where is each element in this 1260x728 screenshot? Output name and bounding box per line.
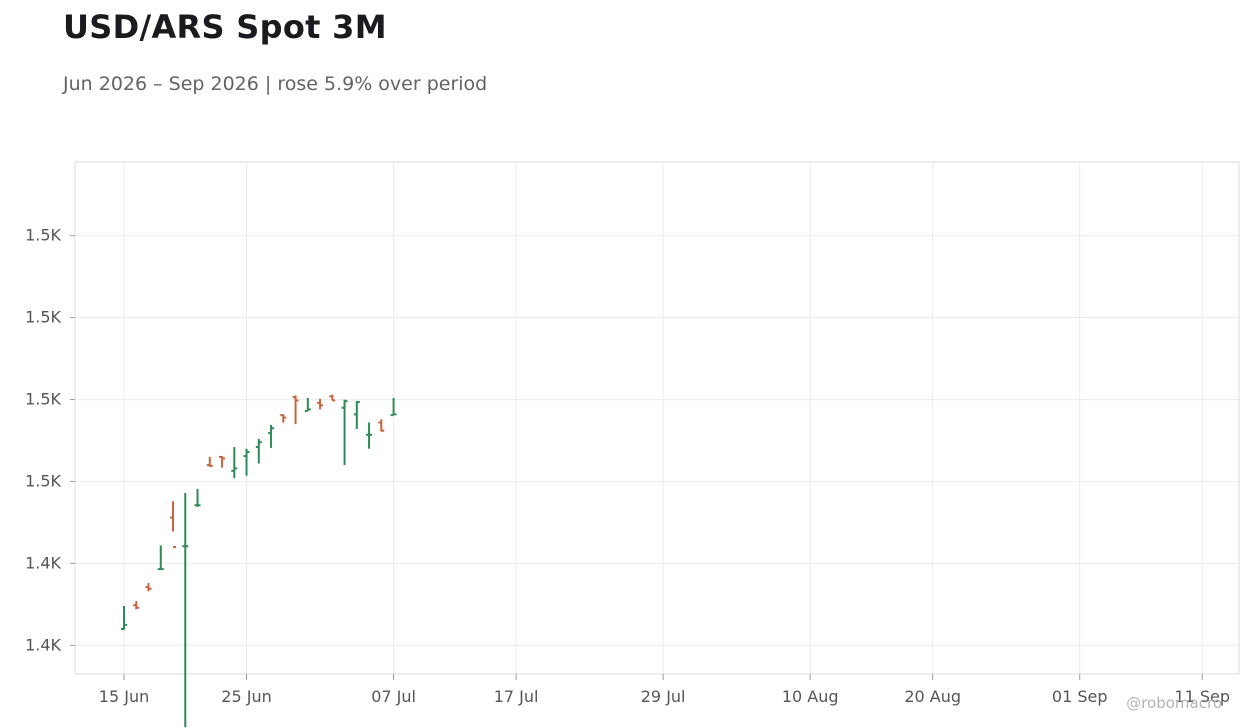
ohlc-bar: [157, 545, 164, 571]
ohlc-bar: [280, 414, 287, 423]
ohlc-bar: [366, 422, 373, 449]
ohlc-bar: [292, 395, 299, 425]
x-tick-label: 10 Aug: [782, 687, 839, 706]
ohlc-bar: [121, 606, 128, 630]
x-tick-label: 25 Jun: [221, 687, 271, 706]
ohlc-bar: [145, 583, 152, 592]
y-tick-label: 1.5K: [25, 390, 61, 409]
y-tick-label: 1.5K: [25, 226, 61, 245]
x-tick-label: 15 Jun: [99, 687, 149, 706]
ohlc-bar: [317, 398, 324, 410]
x-tick-label: 01 Sep: [1052, 687, 1108, 706]
ohlc-bar: [231, 447, 238, 479]
ohlc-bar: [170, 501, 177, 549]
ohlc-bar: [194, 488, 201, 507]
ohlc-bar: [329, 394, 336, 402]
chart-subtitle: Jun 2026 – Sep 2026 | rose 5.9% over per…: [63, 73, 488, 95]
ohlc-bar: [390, 397, 397, 417]
price-bars: [121, 394, 397, 728]
ohlc-bar: [182, 492, 189, 728]
ohlc-bar: [243, 448, 250, 476]
x-tick-label: 20 Aug: [904, 687, 961, 706]
x-tick-label: 29 Jul: [641, 687, 686, 706]
chart-title: USD/ARS Spot 3M: [63, 8, 387, 46]
ohlc-bar: [341, 399, 348, 466]
grid-lines: [75, 162, 1239, 674]
y-tick-label: 1.5K: [25, 471, 61, 490]
x-axis: 15 Jun 25 Jun 07 Jul 17 Jul 29 Jul 10 Aug 20 A…: [99, 674, 1230, 706]
ohlc-bar: [353, 401, 360, 430]
x-tick-label: 17 Jul: [494, 687, 539, 706]
watermark: @robomacro: [1126, 694, 1222, 712]
ohlc-bar: [206, 456, 213, 467]
plot-frame: [74, 161, 1240, 675]
ohlc-bar: [133, 601, 140, 610]
y-axis: 1.4K 1.4K 1.5K 1.5K 1.5K 1.5K: [25, 226, 75, 654]
ohlc-bar: [304, 397, 311, 413]
x-tick-label: 11 Sep: [1174, 687, 1230, 706]
ohlc-bar: [268, 424, 275, 448]
y-tick-label: 1.4K: [25, 635, 61, 654]
y-tick-label: 1.5K: [25, 308, 61, 327]
ohlc-bar: [378, 419, 385, 432]
ohlc-bar: [255, 438, 262, 464]
x-tick-label: 07 Jul: [371, 687, 416, 706]
y-tick-label: 1.4K: [25, 553, 61, 572]
ohlc-bar: [219, 455, 226, 468]
